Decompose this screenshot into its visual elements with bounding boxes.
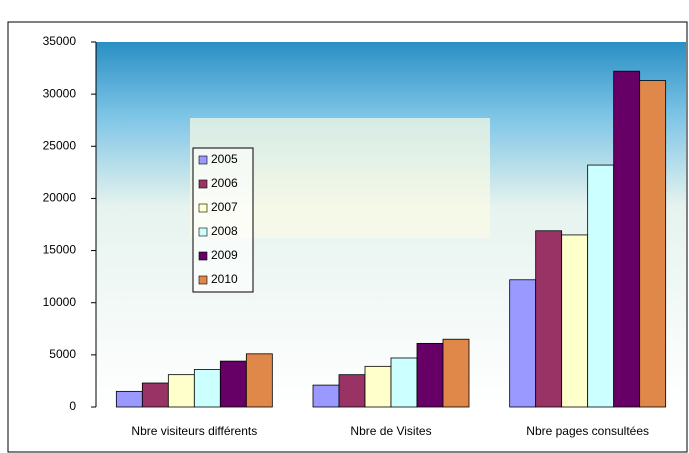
bar bbox=[365, 366, 391, 407]
y-tick-label: 20000 bbox=[43, 191, 77, 205]
bar bbox=[116, 391, 142, 407]
legend-swatch bbox=[199, 228, 207, 236]
bar bbox=[168, 375, 194, 407]
bar bbox=[194, 369, 220, 407]
bar bbox=[640, 81, 666, 407]
chart: 0 5000 10000 15000 20000 25000 30000 35000 Nbre … bbox=[0, 0, 689, 453]
legend-swatch bbox=[199, 252, 207, 260]
bar bbox=[391, 358, 417, 407]
x-tick-label: Nbre pages consultées bbox=[526, 424, 649, 438]
legend-swatch bbox=[199, 204, 207, 212]
bar bbox=[246, 354, 272, 407]
bar bbox=[588, 165, 614, 407]
y-tick-label: 25000 bbox=[43, 138, 77, 152]
bar bbox=[536, 231, 562, 407]
y-tick-label: 0 bbox=[69, 399, 76, 413]
bar bbox=[417, 343, 443, 407]
bar bbox=[313, 385, 339, 407]
y-tick-label: 35000 bbox=[43, 34, 77, 48]
legend-label: 2008 bbox=[211, 224, 238, 238]
legend-label: 2010 bbox=[211, 272, 238, 286]
bar bbox=[562, 235, 588, 407]
y-tick-label: 10000 bbox=[43, 295, 77, 309]
legend-box bbox=[193, 148, 253, 292]
x-tick-label: Nbre de Visites bbox=[350, 424, 431, 438]
legend-label: 2005 bbox=[211, 152, 238, 166]
bar bbox=[443, 339, 469, 407]
legend-swatch bbox=[199, 276, 207, 284]
legend-label: 2009 bbox=[211, 248, 238, 262]
y-tick-label: 30000 bbox=[43, 86, 77, 100]
y-tick-label: 15000 bbox=[43, 243, 77, 257]
legend-label: 2006 bbox=[211, 176, 238, 190]
bar bbox=[339, 375, 365, 407]
y-tick-label: 5000 bbox=[49, 347, 76, 361]
bar bbox=[510, 280, 536, 407]
bar bbox=[614, 71, 640, 407]
x-tick-label: Nbre visiteurs différents bbox=[131, 424, 257, 438]
legend-label: 2007 bbox=[211, 200, 238, 214]
legend-swatch bbox=[199, 180, 207, 188]
bar bbox=[220, 361, 246, 407]
legend-swatch bbox=[199, 156, 207, 164]
bar bbox=[142, 383, 168, 407]
